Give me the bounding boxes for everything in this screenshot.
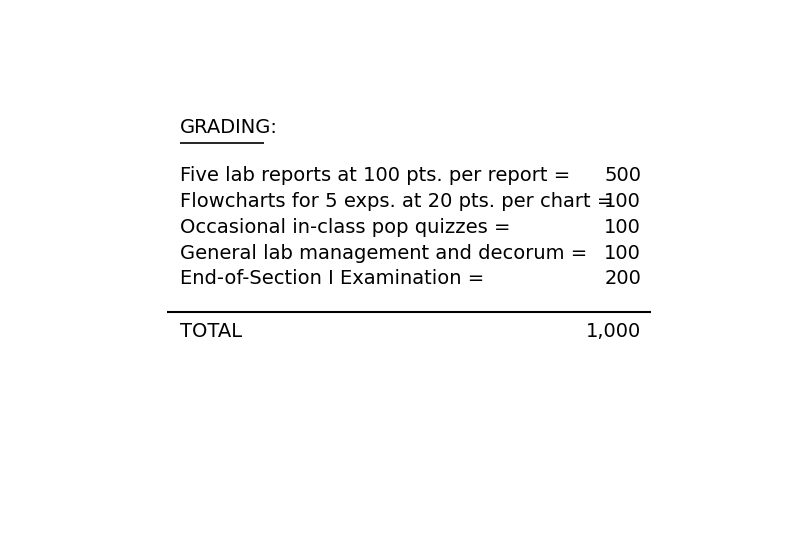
Text: Flowcharts for 5 exps. at 20 pts. per chart =: Flowcharts for 5 exps. at 20 pts. per ch…	[180, 192, 613, 211]
Text: TOTAL: TOTAL	[180, 322, 242, 341]
Text: Occasional in-class pop quizzes =: Occasional in-class pop quizzes =	[180, 218, 510, 237]
Text: 500: 500	[604, 166, 642, 185]
Text: 200: 200	[604, 269, 642, 288]
Text: 1,000: 1,000	[586, 322, 642, 341]
Text: General lab management and decorum =: General lab management and decorum =	[180, 244, 587, 262]
Text: 100: 100	[604, 192, 642, 211]
Text: End-of-Section I Examination =: End-of-Section I Examination =	[180, 269, 484, 288]
Text: 100: 100	[604, 218, 642, 237]
Text: GRADING:: GRADING:	[180, 118, 278, 137]
Text: Five lab reports at 100 pts. per report =: Five lab reports at 100 pts. per report …	[180, 166, 570, 185]
Text: 100: 100	[604, 244, 642, 262]
